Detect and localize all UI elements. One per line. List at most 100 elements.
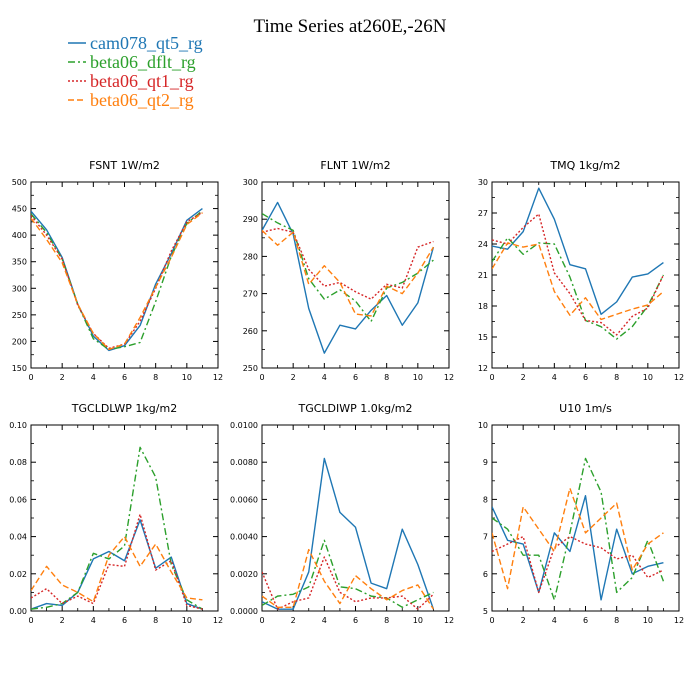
panel-title: FLNT 1W/m2 (320, 159, 390, 172)
panel-title: FSNT 1W/m2 (89, 159, 160, 172)
series-line (31, 208, 203, 352)
y-tick-label: 200 (12, 337, 27, 346)
x-tick-label: 4 (322, 616, 327, 625)
x-tick-label: 6 (583, 373, 588, 382)
panel-title: U10 1m/s (559, 402, 612, 415)
series-line (492, 494, 664, 601)
series-line (262, 548, 435, 610)
y-tick-label: 260 (243, 327, 258, 336)
y-tick-label: 30 (478, 178, 488, 187)
x-tick-label: 6 (353, 373, 358, 382)
y-tick-label: 250 (243, 364, 258, 373)
x-tick-label: 12 (674, 616, 684, 625)
series-line (492, 242, 664, 321)
series-line (31, 535, 203, 603)
panel-title: TGCLDLWP 1kg/m2 (71, 402, 177, 415)
chart-panel: TGCLDIWP 1.0kg/m2 0 2 4 6 8 10 12 0.0000 0.0020 0.… (230, 402, 454, 625)
y-tick-label: 0.0020 (230, 570, 258, 579)
series-line (262, 539, 434, 608)
x-tick-label: 0 (28, 373, 33, 382)
legend-label: beta06_dflt_rg (90, 52, 196, 72)
x-tick-label: 8 (384, 616, 389, 625)
y-tick-label: 9 (483, 458, 488, 467)
series-line (492, 487, 664, 590)
y-tick-label: 150 (12, 364, 27, 373)
panel-title: TGCLDIWP 1.0kg/m2 (297, 402, 412, 415)
y-tick-label: 450 (12, 205, 27, 214)
series-line (262, 201, 435, 354)
x-tick-label: 8 (153, 616, 158, 625)
x-tick-label: 12 (444, 616, 454, 625)
y-tick-label: 18 (478, 302, 488, 311)
x-tick-label: 2 (521, 616, 526, 625)
x-tick-label: 8 (614, 616, 619, 625)
y-tick-label: 27 (478, 209, 488, 218)
y-tick-label: 12 (478, 364, 488, 373)
y-tick-label: 7 (483, 533, 488, 542)
x-tick-label: 0 (28, 616, 33, 625)
series-line (262, 457, 435, 610)
x-tick-label: 2 (521, 373, 526, 382)
y-tick-label: 280 (243, 252, 258, 261)
y-tick-label: 350 (12, 258, 27, 267)
x-tick-label: 6 (122, 616, 127, 625)
plot-frame (30, 181, 219, 369)
legend: cam078_qt5_rgbeta06_dflt_rgbeta06_qt1_rg… (68, 33, 203, 110)
y-tick-label: 270 (243, 290, 258, 299)
x-tick-label: 4 (91, 616, 96, 625)
series-line (492, 237, 665, 340)
chart-panel: U10 1m/s 0 2 4 6 8 10 12 5 6 7 8 9 10 (478, 402, 684, 625)
x-tick-label: 2 (60, 373, 65, 382)
y-tick-label: 0.10 (9, 421, 27, 430)
x-tick-label: 10 (413, 616, 423, 625)
chart-panel: FLNT 1W/m2 0 2 4 6 8 10 12 250 260 270 280 290 300 (243, 159, 454, 382)
x-tick-label: 0 (489, 373, 494, 382)
x-tick-label: 0 (259, 616, 264, 625)
series-line (31, 519, 203, 610)
x-tick-label: 10 (643, 373, 653, 382)
y-tick-label: 0.02 (9, 570, 27, 579)
plot-frame (491, 424, 680, 612)
plot-frame (491, 181, 680, 369)
legend-label: cam078_qt5_rg (90, 33, 203, 53)
series-line (492, 213, 665, 336)
x-tick-label: 6 (122, 373, 127, 382)
y-tick-label: 300 (12, 284, 27, 293)
y-tick-label: 300 (243, 178, 258, 187)
series-line (492, 187, 664, 315)
y-tick-label: 0.00 (9, 607, 27, 616)
y-tick-label: 6 (483, 570, 488, 579)
y-tick-label: 250 (12, 311, 27, 320)
x-tick-label: 12 (213, 373, 223, 382)
y-tick-label: 0.06 (9, 495, 27, 504)
y-tick-label: 0.0100 (230, 421, 258, 430)
series-line (31, 446, 203, 610)
series-line (31, 210, 203, 351)
x-tick-label: 4 (91, 373, 96, 382)
series-line (262, 227, 434, 300)
series-line (262, 556, 434, 610)
y-tick-label: 5 (483, 607, 488, 616)
x-tick-label: 0 (259, 373, 264, 382)
x-tick-label: 12 (213, 616, 223, 625)
series-line (31, 212, 203, 351)
y-tick-label: 8 (483, 495, 488, 504)
x-tick-label: 8 (153, 373, 158, 382)
x-tick-label: 8 (614, 373, 619, 382)
series-line (262, 213, 434, 323)
plot-frame (261, 181, 450, 369)
x-tick-label: 2 (60, 616, 65, 625)
y-tick-label: 0.04 (9, 533, 27, 542)
x-tick-label: 2 (291, 373, 296, 382)
y-tick-label: 0.0040 (230, 533, 258, 542)
legend-label: beta06_qt1_rg (90, 71, 194, 91)
series-line (492, 457, 665, 601)
plot-frame (30, 424, 219, 612)
y-tick-label: 21 (478, 271, 488, 280)
y-tick-label: 290 (243, 215, 258, 224)
legend-label: beta06_qt2_rg (90, 90, 194, 110)
x-tick-label: 4 (552, 616, 557, 625)
series-line (262, 229, 435, 317)
